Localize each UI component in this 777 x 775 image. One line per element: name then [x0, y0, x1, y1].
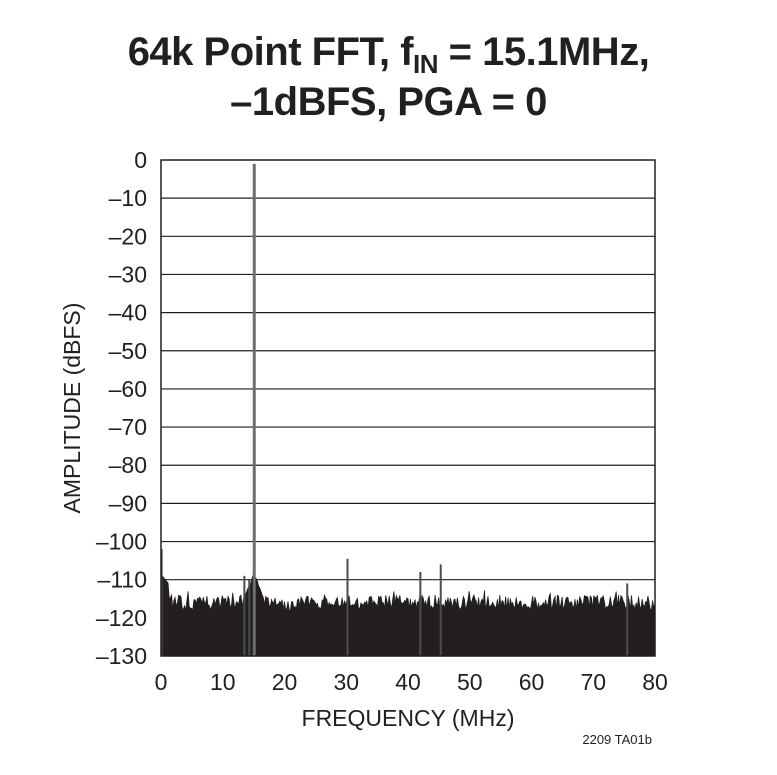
y-tick-label: –110: [98, 567, 147, 593]
x-tick-label: 0: [155, 669, 168, 695]
y-tick-label: 0: [134, 147, 147, 173]
noise-floor: [160, 573, 656, 657]
x-axis-label: FREQUENCY (MHz): [302, 705, 515, 731]
grid-lines: [161, 197, 655, 619]
chart-subtitle: –1dBFS, PGA = 0: [230, 80, 547, 124]
title-subscript: IN: [413, 49, 439, 79]
x-tick-label: 40: [395, 669, 421, 695]
x-axis-ticks: 0 10 20 30 40 50 60 70 80: [155, 669, 668, 695]
y-tick-label: –40: [109, 300, 147, 326]
y-tick-label: –60: [109, 376, 147, 402]
x-tick-label: 80: [642, 669, 668, 695]
x-tick-label: 20: [272, 669, 298, 695]
y-tick-label: –20: [109, 223, 147, 249]
y-tick-label: –90: [109, 490, 147, 516]
y-axis-label: AMPLITUDE (dBFS): [59, 303, 85, 514]
y-tick-label: –10: [109, 185, 147, 211]
x-tick-label: 60: [519, 669, 545, 695]
x-tick-label: 50: [457, 669, 483, 695]
spectrum-plot: [160, 163, 656, 657]
y-tick-label: –30: [109, 261, 147, 287]
y-tick-label: –80: [109, 452, 147, 478]
y-tick-label: –130: [96, 643, 147, 669]
x-tick-label: 10: [210, 669, 236, 695]
y-tick-label: –100: [96, 529, 147, 555]
x-tick-label: 70: [580, 669, 606, 695]
y-axis-ticks: 0 –10 –20 –30 –40 –50 –60 –70 –80 –90 –100 –110 –120…: [96, 147, 147, 669]
figure-code: 2209 TA01b: [582, 732, 652, 747]
y-tick-label: –50: [109, 338, 147, 364]
y-tick-label: –70: [109, 414, 147, 440]
x-tick-label: 30: [333, 669, 359, 695]
chart-title: 64k Point FFT, fIN = 15.1MHz,: [127, 30, 650, 79]
y-tick-label: –120: [96, 605, 147, 631]
plot-frame: [160, 159, 656, 657]
